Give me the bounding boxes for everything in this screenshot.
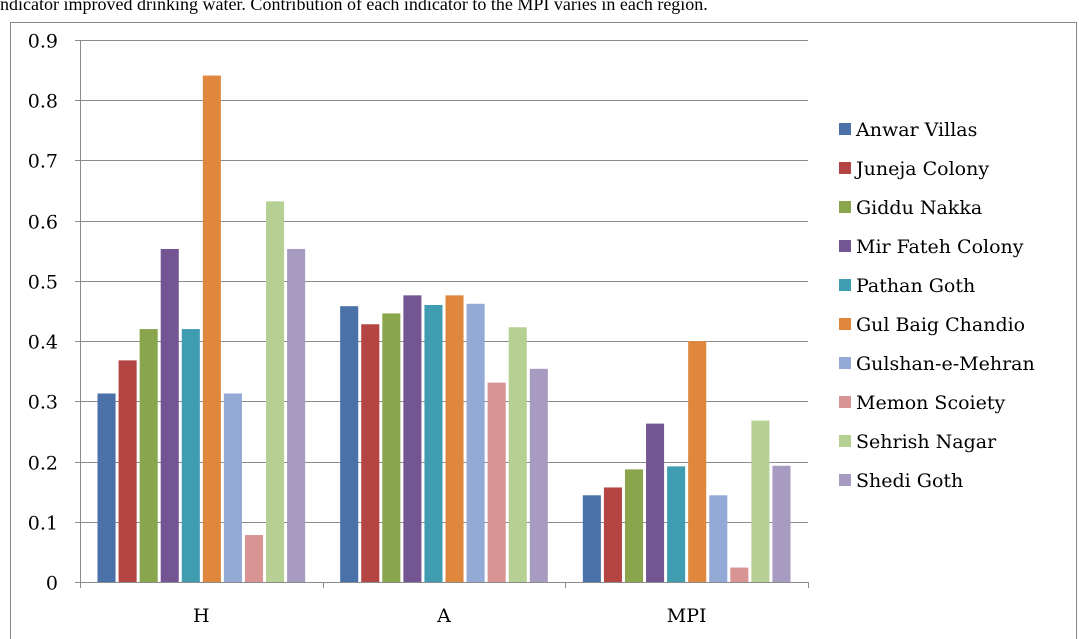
- x-category-label: A: [436, 605, 451, 627]
- bar: [603, 487, 622, 582]
- legend-swatch: [839, 396, 851, 408]
- bar: [688, 341, 707, 582]
- legend-label: Juneja Colony: [854, 158, 989, 180]
- bar: [445, 295, 464, 582]
- bar: [508, 327, 527, 582]
- y-tick-label: 0.1: [28, 513, 58, 535]
- bar: [529, 368, 548, 582]
- legend-swatch: [839, 201, 851, 213]
- legend-swatch: [839, 474, 851, 486]
- bar: [202, 75, 221, 582]
- bar: [361, 324, 380, 582]
- bar: [223, 393, 242, 582]
- bar: [244, 535, 264, 582]
- legend-label: Pathan Goth: [856, 275, 975, 297]
- x-axis: H A MPI: [80, 582, 809, 627]
- y-tick-label: 0.5: [28, 272, 58, 294]
- y-tick-label: 0.4: [28, 332, 58, 354]
- legend-swatch: [839, 357, 851, 369]
- bar: [772, 465, 791, 582]
- y-tick-label: 0.3: [28, 392, 58, 414]
- figure-caption: ndicator improved drinking water. Contri…: [0, 0, 708, 14]
- bar: [709, 495, 728, 582]
- legend-swatch: [839, 240, 851, 252]
- bars: [97, 75, 791, 582]
- legend-label: Memon Scoiety: [856, 392, 1005, 414]
- bar: [751, 420, 770, 582]
- legend: Anwar Villas Juneja Colony Giddu Nakka Mir …: [839, 119, 1035, 492]
- bar: [582, 495, 601, 582]
- legend-swatch: [839, 279, 851, 291]
- bar: [118, 360, 137, 582]
- legend-label: Gulshan-e-Mehran: [856, 353, 1035, 375]
- legend-label: Mir Fateh Colony: [856, 236, 1024, 258]
- bar: [382, 313, 401, 582]
- bar: [139, 329, 158, 582]
- legend-label: Anwar Villas: [855, 119, 977, 141]
- bar: [403, 295, 422, 582]
- bar: [340, 306, 359, 582]
- bar: [287, 248, 306, 582]
- bar: [667, 466, 686, 582]
- gridlines: [80, 40, 808, 523]
- bar: [97, 393, 116, 582]
- y-axis-ticks: 0 0.1 0.2 0.3 0.4 0.5 0.6 0.7 0.8 0.9: [28, 31, 81, 595]
- y-tick-label: 0.8: [28, 91, 58, 113]
- y-tick-label: 0: [46, 573, 58, 595]
- bar: [730, 567, 749, 582]
- bar: [487, 382, 506, 582]
- bar: [466, 303, 485, 582]
- y-tick-label: 0.6: [28, 212, 58, 234]
- y-tick-label: 0.9: [28, 31, 58, 53]
- bar: [160, 248, 179, 582]
- legend-swatch: [839, 162, 851, 174]
- bar: [624, 469, 644, 582]
- legend-label: Shedi Goth: [856, 470, 963, 492]
- y-tick-label: 0.2: [28, 453, 58, 475]
- legend-label: Sehrish Nagar: [856, 431, 997, 453]
- bar: [181, 329, 200, 582]
- legend-swatch: [839, 123, 851, 135]
- y-tick-label: 0.7: [28, 151, 58, 173]
- legend-label: Giddu Nakka: [856, 197, 982, 219]
- x-category-label: H: [193, 605, 210, 627]
- x-category-label: MPI: [667, 605, 707, 627]
- legend-label: Gul Baig Chandio: [856, 314, 1025, 336]
- bar: [266, 201, 285, 582]
- bar: [424, 304, 443, 582]
- bar: [646, 423, 665, 582]
- legend-swatch: [839, 435, 851, 447]
- legend-swatch: [839, 318, 851, 330]
